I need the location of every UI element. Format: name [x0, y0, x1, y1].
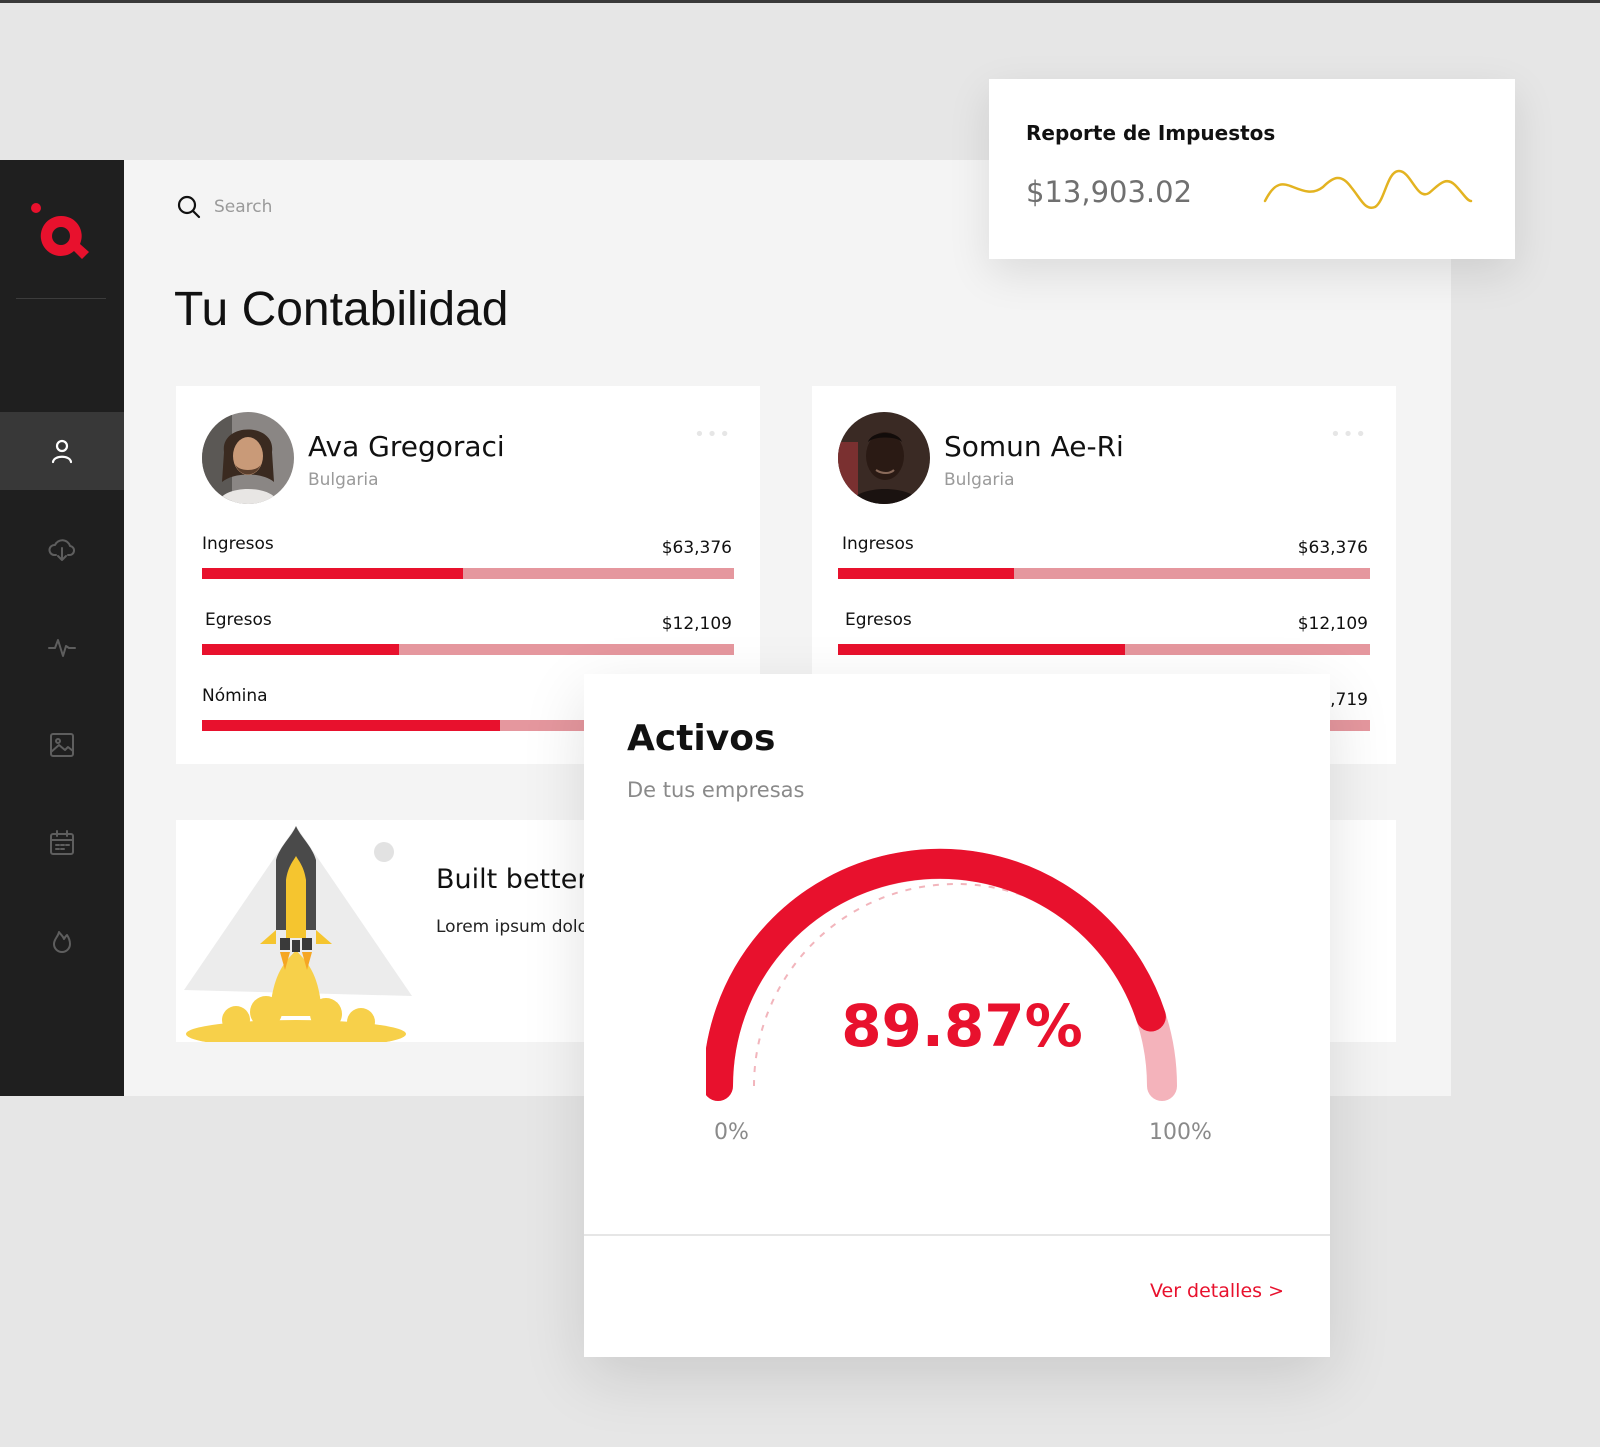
rocket-illustration	[184, 826, 412, 1042]
card-divider	[584, 1234, 1330, 1236]
cloud-download-icon	[48, 539, 76, 561]
search-bar[interactable]: Search	[176, 194, 272, 220]
tax-sparkline	[1263, 169, 1473, 210]
tax-report-card[interactable]: Reporte de Impuestos $13,903.02	[989, 79, 1515, 259]
progress-bar-fill	[838, 568, 1014, 579]
search-icon	[177, 195, 201, 219]
progress-bar	[202, 644, 734, 655]
search-input[interactable]: Search	[214, 197, 273, 217]
metric-label: Ingresos	[202, 534, 274, 554]
page-title: Tu Contabilidad	[174, 283, 509, 336]
avatar	[838, 412, 930, 504]
sidebar-item-hot[interactable]	[0, 902, 124, 980]
gauge-percent: 89.87%	[841, 992, 1083, 1060]
top-border	[0, 0, 1600, 3]
assets-subtitle: De tus empresas	[627, 778, 805, 802]
user-icon	[51, 439, 73, 464]
metric-label: Ingresos	[842, 534, 914, 554]
tax-report-amount: $13,903.02	[1026, 175, 1193, 209]
assets-gauge	[706, 848, 1177, 1101]
assets-card: Activos De tus empresas 89.87% 0% 100% V…	[584, 674, 1330, 1357]
progress-bar	[202, 720, 734, 731]
image-icon	[50, 733, 74, 757]
sidebar-divider	[16, 298, 106, 299]
activity-icon	[48, 639, 76, 657]
metric-value: $63,376	[661, 538, 732, 558]
metric-value: $63,376	[1297, 538, 1368, 558]
gauge-max-label: 100%	[1149, 1120, 1212, 1145]
sidebar-item-profile[interactable]	[0, 412, 124, 490]
progress-bar	[202, 568, 734, 579]
promo-title: Built better	[436, 864, 589, 895]
sidebar-item-gallery[interactable]	[0, 706, 124, 784]
avatar	[202, 412, 294, 504]
metric-value: $12,109	[661, 614, 732, 634]
metric-value: 8,719	[1319, 690, 1368, 710]
metric-label: Egresos	[205, 610, 272, 630]
person-name: Somun Ae-Ri	[944, 430, 1124, 463]
progress-bar-fill	[202, 568, 463, 579]
metric-value: $12,109	[1297, 614, 1368, 634]
progress-bar-fill	[202, 720, 500, 731]
more-options-icon[interactable]: •••	[1330, 424, 1368, 445]
details-link[interactable]: Ver detalles >	[1149, 1280, 1284, 1302]
progress-bar	[838, 568, 1370, 579]
calendar-icon	[50, 830, 74, 855]
person-country: Bulgaria	[308, 470, 379, 490]
progress-bar	[838, 644, 1370, 655]
q-logo-icon[interactable]	[28, 200, 94, 266]
metric-label: Egresos	[845, 610, 912, 630]
sidebar-item-cloud[interactable]	[0, 510, 124, 588]
sidebar-item-calendar[interactable]	[0, 804, 124, 882]
assets-title: Activos	[627, 718, 776, 759]
more-options-icon[interactable]: •••	[694, 424, 732, 445]
person-country: Bulgaria	[944, 470, 1015, 490]
person-name: Ava Gregoraci	[308, 430, 505, 463]
metric-label: Nómina	[202, 686, 268, 706]
progress-bar-fill	[838, 644, 1126, 655]
sidebar	[0, 160, 124, 1096]
gauge-min-label: 0%	[714, 1120, 749, 1145]
tax-report-title: Reporte de Impuestos	[1026, 121, 1276, 145]
flame-icon	[53, 931, 71, 953]
progress-bar-fill	[202, 644, 399, 655]
sidebar-item-activity[interactable]	[0, 608, 124, 686]
gauge-fill-arc	[706, 848, 1166, 1101]
